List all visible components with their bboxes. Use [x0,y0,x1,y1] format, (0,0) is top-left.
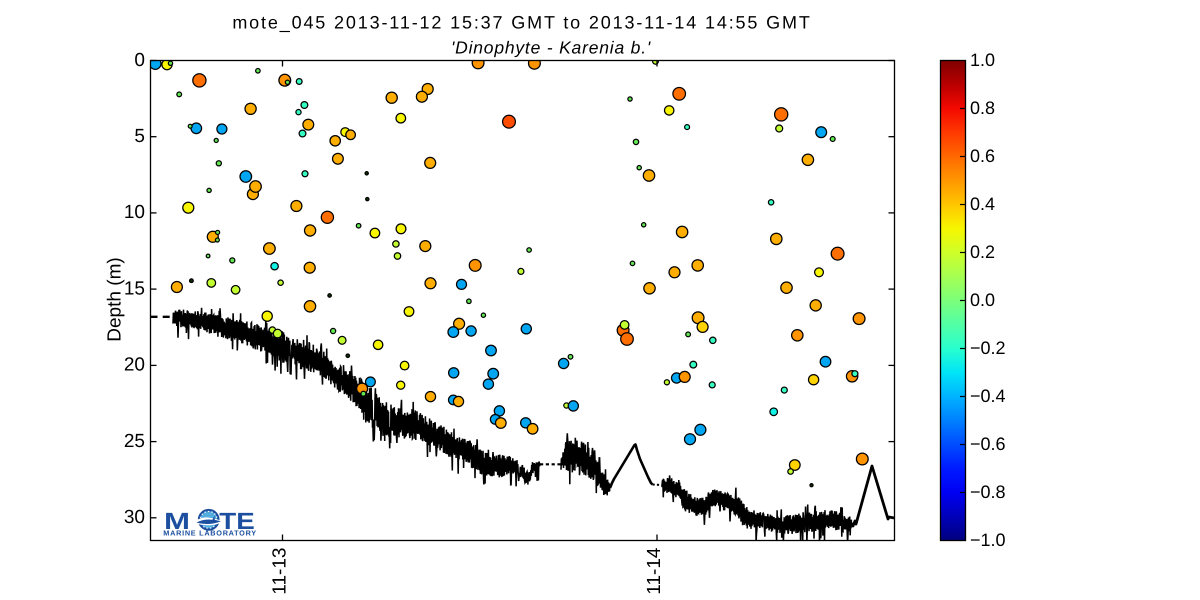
svg-text:0.2: 0.2 [970,242,995,262]
svg-text:5: 5 [134,126,145,147]
svg-text:0.4: 0.4 [970,194,995,214]
svg-text:−0.8: −0.8 [970,482,1006,502]
svg-text:−1.0: −1.0 [970,530,1006,550]
svg-text:0.8: 0.8 [970,98,995,118]
svg-text:mote_045 2013-11-12 15:37 GMT: mote_045 2013-11-12 15:37 GMT to 2013-11… [232,13,811,33]
svg-text:MARINE LABORATORY: MARINE LABORATORY [163,529,257,538]
svg-text:0.6: 0.6 [970,146,995,166]
svg-text:1.0: 1.0 [970,50,995,70]
svg-text:0.0: 0.0 [970,290,995,310]
svg-text:0: 0 [134,50,145,71]
svg-text:25: 25 [124,431,145,452]
svg-text:TE: TE [219,508,255,534]
svg-text:−0.2: −0.2 [970,338,1006,358]
svg-text:'Dinophyte - Karenia b.': 'Dinophyte - Karenia b.' [451,38,651,58]
svg-text:M: M [164,508,190,534]
svg-text:−0.6: −0.6 [970,434,1006,454]
svg-text:11-14: 11-14 [644,547,665,595]
svg-text:10: 10 [124,202,145,223]
svg-text:−0.4: −0.4 [970,386,1006,406]
svg-text:30: 30 [124,507,145,528]
svg-text:20: 20 [124,355,145,376]
svg-text:Depth (m): Depth (m) [105,257,126,341]
svg-text:15: 15 [124,278,145,299]
svg-text:11-13: 11-13 [270,548,291,595]
